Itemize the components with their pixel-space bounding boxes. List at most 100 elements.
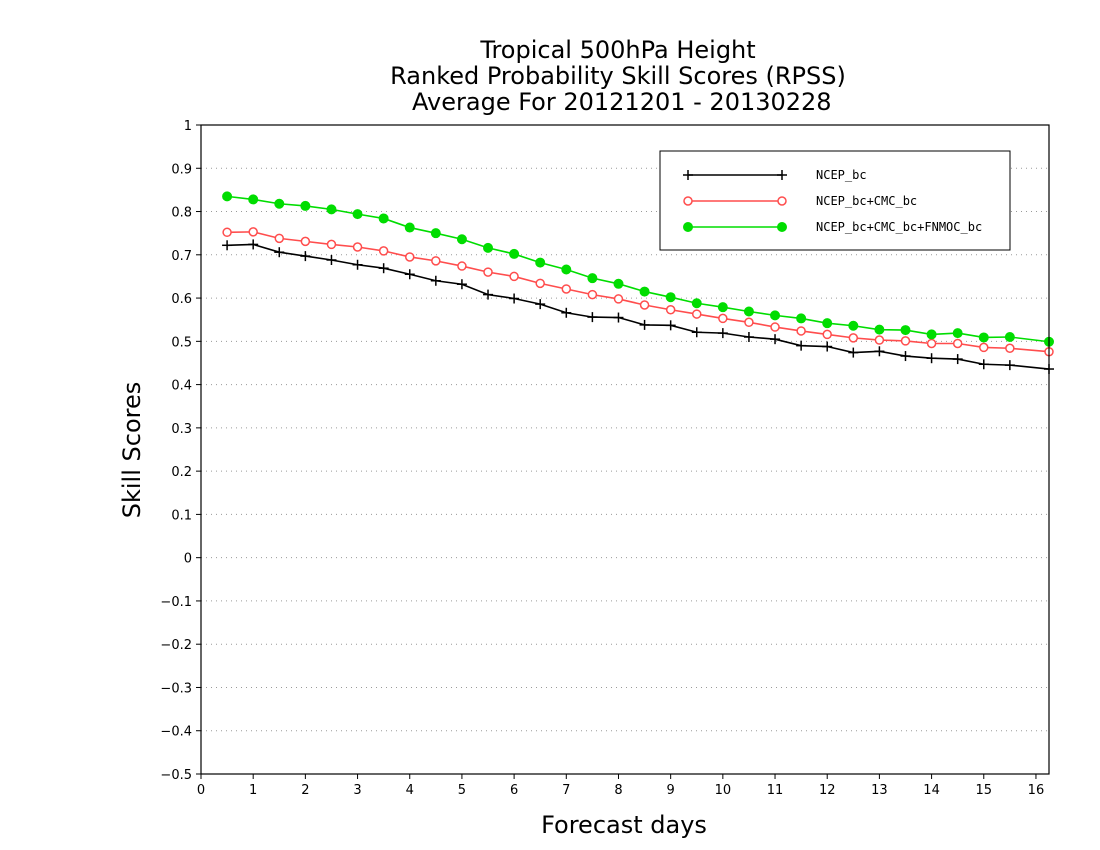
data-point	[822, 318, 833, 329]
data-point	[456, 234, 467, 245]
data-point	[822, 329, 832, 340]
data-point	[587, 312, 598, 323]
data-point	[691, 327, 702, 338]
series-1	[222, 239, 1054, 375]
y-tick-label: −0.5	[160, 768, 192, 783]
data-point	[378, 246, 389, 256]
y-tick-label: 0.5	[171, 335, 192, 350]
data-point	[404, 252, 415, 262]
data-point	[1005, 343, 1015, 354]
data-point	[952, 328, 963, 339]
data-point	[926, 329, 937, 340]
data-point	[483, 242, 494, 253]
data-point	[926, 353, 937, 364]
data-point	[300, 236, 311, 247]
data-point	[874, 324, 885, 335]
data-point	[639, 286, 650, 297]
data-point	[822, 341, 833, 352]
y-tick-label: 0.6	[171, 292, 192, 307]
data-point	[717, 302, 728, 313]
data-point	[717, 328, 728, 339]
y-tick-label: 0.1	[171, 508, 192, 523]
data-point	[848, 333, 859, 343]
data-point	[587, 273, 598, 284]
data-point	[222, 240, 233, 251]
x-tick-label: 15	[975, 783, 992, 798]
y-axis-title: Skill Scores	[118, 382, 146, 519]
x-tick-label: 16	[1028, 783, 1045, 798]
x-tick-label: 2	[301, 783, 309, 798]
data-point	[222, 227, 232, 238]
data-point	[535, 278, 545, 289]
data-point	[665, 292, 676, 303]
data-point	[509, 271, 519, 282]
data-point	[404, 222, 415, 233]
data-point	[665, 304, 676, 315]
data-point	[378, 263, 389, 274]
data-point	[770, 334, 781, 345]
title-line-3: Average For 20121201 - 20130228	[404, 88, 831, 116]
data-point	[300, 251, 311, 262]
data-point	[457, 261, 467, 271]
y-tick-label: 0.3	[171, 422, 192, 437]
data-point	[691, 298, 702, 309]
data-point	[874, 335, 885, 345]
y-tick-label: −0.3	[160, 681, 192, 696]
series-2	[222, 227, 1054, 357]
data-point	[431, 256, 441, 266]
data-point	[978, 359, 989, 370]
title-line-1: Tropical 500hPa Height	[479, 36, 755, 64]
y-tick-label: 0.9	[171, 162, 192, 177]
data-point	[665, 320, 676, 331]
data-point	[378, 213, 389, 224]
data-point	[744, 317, 754, 328]
legend-label: NCEP_bc+CMC_bc	[816, 194, 917, 208]
data-point	[796, 313, 807, 324]
x-tick-label: 1	[249, 783, 257, 798]
x-tick-label: 5	[458, 783, 466, 798]
data-point	[483, 267, 493, 277]
data-point	[535, 257, 546, 268]
data-point	[639, 319, 650, 330]
axis-ticks: −0.5 −0.4 −0.3 −0.2 −0.1 0 0.1 0.2 0.3 0.4 0.5 0.6 0…	[160, 119, 1044, 798]
y-tick-label: 0.2	[171, 465, 192, 480]
data-point	[796, 340, 807, 351]
data-point	[509, 248, 520, 259]
data-point	[456, 279, 467, 290]
data-point	[561, 307, 572, 318]
legend-marker	[777, 222, 787, 232]
legend-label: NCEP_bc+CMC_bc+FNMOC_bc	[816, 220, 982, 234]
series-3	[222, 191, 1054, 347]
data-point	[222, 191, 233, 202]
data-point	[613, 278, 624, 289]
data-point	[430, 228, 441, 239]
chart-title: Tropical 500hPa Height Ranked Probabilit…	[390, 36, 846, 116]
legend-marker	[777, 196, 787, 206]
x-tick-label: 0	[197, 783, 205, 798]
legend-marker	[683, 170, 693, 180]
data-point	[613, 294, 624, 304]
x-axis-title: Forecast days	[541, 811, 707, 839]
data-point	[900, 325, 911, 336]
y-tick-label: −0.1	[160, 595, 192, 610]
series-lines	[222, 191, 1054, 375]
data-point	[692, 309, 702, 319]
y-tick-label: 0.8	[171, 206, 192, 221]
data-point	[770, 322, 780, 332]
data-point	[926, 338, 937, 349]
legend-marker	[683, 222, 693, 232]
data-point	[535, 299, 546, 310]
x-tick-label: 3	[353, 783, 361, 798]
data-point	[1004, 360, 1015, 371]
data-point	[326, 239, 337, 250]
x-tick-label: 10	[715, 783, 732, 798]
data-point	[404, 269, 415, 280]
data-point	[300, 200, 311, 211]
data-point	[483, 289, 494, 300]
y-tick-label: 1	[184, 119, 192, 134]
legend-marker	[683, 196, 693, 206]
data-point	[770, 310, 781, 321]
x-tick-label: 8	[614, 783, 622, 798]
x-tick-label: 12	[819, 783, 836, 798]
